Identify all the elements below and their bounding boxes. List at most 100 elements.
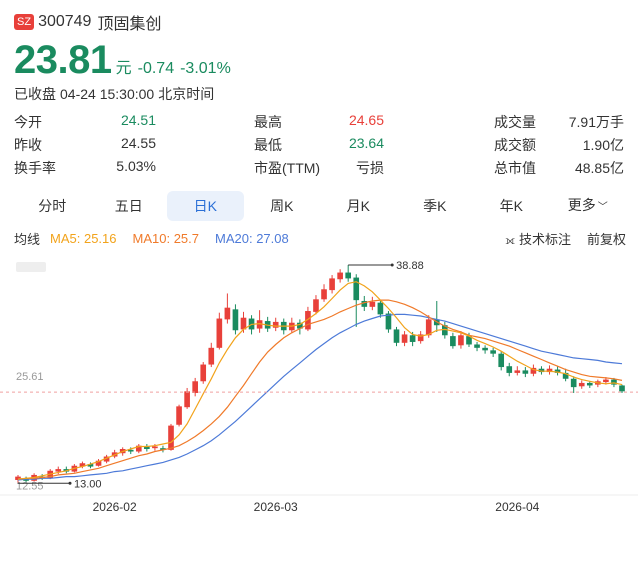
candle-body: [176, 406, 182, 425]
stock-header: SZ 300749 顶固集创 23.81 元 -0.74 -3.01% 已收盘 0…: [14, 10, 624, 104]
annotation-icon: ⟗: [505, 234, 515, 247]
candle-body: [313, 299, 319, 312]
ma-label: 均线: [14, 231, 41, 247]
candle-body: [417, 334, 424, 342]
tab-more[interactable]: 更多 ﹀: [550, 190, 627, 223]
candle-body: [95, 460, 102, 466]
candle-body: [603, 379, 609, 383]
tab-weekly-k[interactable]: 周K: [270, 198, 294, 214]
candle-body: [337, 272, 343, 280]
low-annotation: 13.00: [74, 478, 102, 490]
candle-body: [586, 382, 593, 386]
candle-body: [506, 366, 513, 373]
candle-body: [103, 456, 110, 462]
candle-body: [466, 336, 472, 345]
x-label-mar: 2026-03: [254, 500, 298, 514]
high-annotation: 38.88: [396, 260, 424, 272]
candle-body: [361, 300, 368, 307]
candle-body: [474, 344, 480, 348]
x-label-feb: 2026-02: [93, 500, 137, 514]
market-badge: SZ: [14, 14, 35, 30]
candle-body: [79, 463, 86, 467]
candle-body: [619, 385, 625, 392]
candle-body: [538, 368, 545, 373]
ma5-line: [17, 281, 623, 480]
candle-body: [87, 464, 94, 467]
candle-body: [578, 382, 585, 387]
candle-body: [160, 448, 166, 450]
candle-body: [232, 309, 239, 331]
candle-body: [152, 446, 158, 449]
ma10-line: [17, 299, 623, 480]
candlesticks: [15, 265, 625, 484]
stock-name: 顶固集创: [97, 16, 162, 33]
adjust-mode-button[interactable]: 前复权: [586, 231, 626, 247]
candle-body: [425, 319, 432, 336]
candle-body: [409, 335, 416, 342]
stock-code: 300749: [38, 13, 92, 30]
stat-open: 今开 24.51: [14, 111, 156, 130]
price-unit: 元: [115, 60, 132, 77]
y-label-low: 12.55: [16, 480, 44, 492]
tab-more-label: 更多: [567, 196, 596, 213]
market-status: 已收盘: [14, 86, 56, 102]
candle-body: [135, 445, 142, 452]
period-tabs: 分时 五日 日K 周K 月K 季K 年K 更多 ﹀: [14, 190, 626, 222]
stat-volume: 成交量 7.91万手: [494, 113, 624, 130]
price-row: 23.81 元 -0.74 -3.01%: [14, 38, 624, 84]
candle-body: [272, 321, 279, 328]
candle-body: [345, 272, 352, 279]
chart-labels: 25.61 12.55 38.88 13.00 2026-02 2026-03 …: [0, 260, 638, 514]
tech-annotation-toggle[interactable]: ⟗ 技术标注: [505, 229, 571, 248]
watermark-logo: [16, 262, 46, 272]
stat-high: 最高 24.65: [254, 111, 384, 130]
ma20-line: [17, 313, 623, 481]
stat-row: 昨收 24.55 最低 23.64 成交额 1.90亿: [14, 133, 624, 156]
tab-daily-k[interactable]: 日K: [167, 191, 244, 221]
current-price: 23.81: [14, 38, 112, 82]
candle-body: [554, 369, 561, 373]
candle-body: [200, 364, 207, 382]
tab-intraday[interactable]: 分时: [38, 198, 67, 214]
moving-averages: [17, 281, 623, 481]
candle-body: [329, 278, 335, 291]
candle-body: [168, 425, 174, 450]
tab-yearly-k[interactable]: 年K: [499, 198, 523, 214]
stat-market-cap: 总市值 48.85亿: [494, 159, 624, 176]
stat-turnover-amount: 成交额 1.90亿: [494, 136, 624, 153]
candle-body: [530, 367, 537, 374]
indicator-row: 均线 MA5: 25.16 MA10: 25.7 MA20: 27.08 ⟗ 技术…: [14, 228, 626, 248]
high-marker-dot: [390, 263, 394, 267]
candle-body: [611, 379, 617, 385]
ma20-value: MA20: 27.08: [215, 230, 289, 246]
candle-body: [208, 347, 215, 365]
stat-row: 今开 24.51 最高 24.65 成交量 7.91万手: [14, 110, 624, 133]
candle-body: [385, 313, 392, 330]
candle-body: [450, 336, 456, 347]
stat-prev-close: 昨收 24.55: [14, 134, 156, 153]
candle-body: [369, 301, 376, 307]
title-row: SZ 300749 顶固集创: [14, 10, 624, 34]
candle-body: [482, 347, 488, 351]
tech-annotation-label: 技术标注: [518, 231, 571, 247]
stat-low: 最低 23.64: [254, 134, 384, 153]
price-change-pct: -3.01%: [180, 60, 231, 77]
candle-body: [224, 307, 231, 320]
price-change: -0.74: [137, 60, 175, 77]
candle-body: [490, 350, 496, 354]
ma5-value: MA5: 25.16: [50, 230, 117, 246]
y-label-ref: 25.61: [16, 371, 44, 383]
tab-quarterly-k[interactable]: 季K: [423, 198, 447, 214]
candle-body: [393, 329, 400, 343]
chart-tools: ⟗ 技术标注 前复权: [489, 229, 626, 248]
candle-body: [353, 277, 360, 301]
tab-five-day[interactable]: 五日: [114, 198, 143, 214]
candle-body: [514, 370, 521, 373]
candle-body: [55, 469, 62, 472]
kline-chart[interactable]: 25.61 12.55 38.88 13.00 2026-02 2026-03 …: [0, 250, 638, 520]
trade-status: 已收盘 04-24 15:30:00 北京时间: [14, 84, 624, 104]
candle-body: [192, 381, 198, 393]
candle-body: [127, 449, 134, 452]
tab-monthly-k[interactable]: 月K: [346, 198, 370, 214]
candle-body: [458, 335, 464, 346]
